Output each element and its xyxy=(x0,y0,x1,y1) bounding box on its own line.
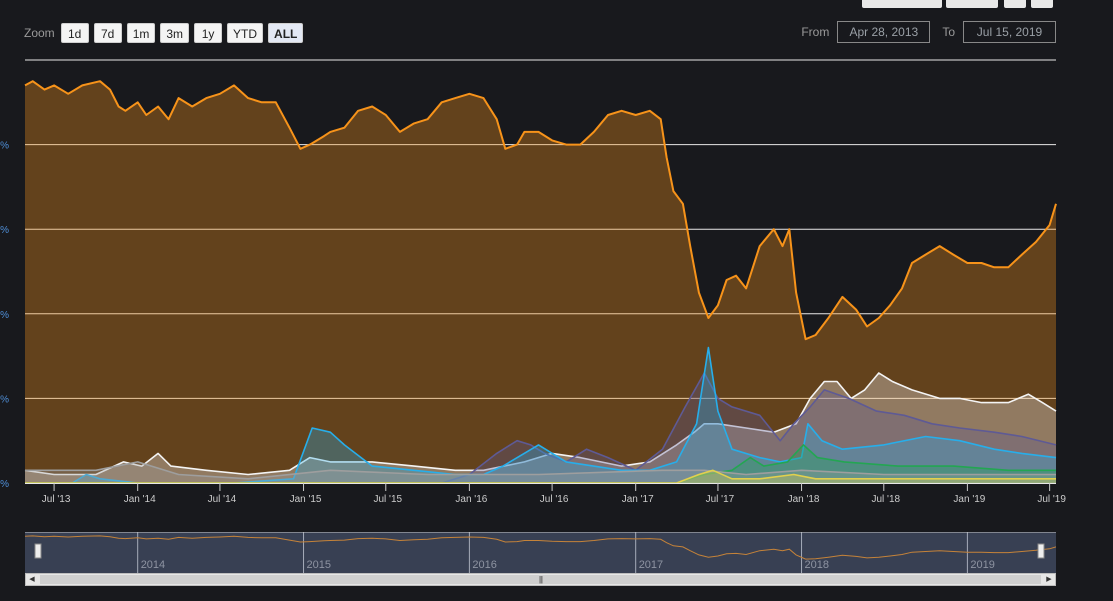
navigator[interactable]: 2014 2015 2016 2017 2018 2019 xyxy=(25,532,1056,574)
y-tick-label-2: 0% xyxy=(0,310,9,321)
x-tick-label-4: Jul '15 xyxy=(373,494,402,505)
zoom-button-1d[interactable]: 1d xyxy=(60,23,89,43)
menu-icon[interactable] xyxy=(1031,0,1053,8)
zoom-button-1m[interactable]: 1m xyxy=(126,23,156,43)
navigator-background xyxy=(25,532,1056,574)
zoom-button-ytd[interactable]: YTD xyxy=(227,23,264,43)
series-line-0[interactable] xyxy=(24,80,1057,341)
series-line-5[interactable] xyxy=(25,461,1056,480)
zoom-label: Zoom xyxy=(24,26,55,40)
x-tick-label-6: Jul '16 xyxy=(540,494,569,505)
zoom-button-1y[interactable]: 1y xyxy=(194,23,223,43)
zoom-button-all[interactable]: ALL xyxy=(268,23,304,43)
series-area-6 xyxy=(25,470,1056,483)
x-tick-label-9: Jan '18 xyxy=(788,494,820,505)
series-line-3[interactable] xyxy=(25,346,1057,484)
scrollbar-thumb[interactable]: ||| xyxy=(40,575,1041,584)
x-tick-label-10: Jul '18 xyxy=(871,494,900,505)
navigator-year-label-2: 2016 xyxy=(472,559,496,571)
export-menu-button[interactable] xyxy=(946,0,998,8)
zoom-button-3m[interactable]: 3m xyxy=(160,23,190,43)
x-tick-label-12: Jul '19 xyxy=(1037,494,1066,505)
x-tick-label-5: Jan '16 xyxy=(455,494,487,505)
navigator-year-label-0: 2014 xyxy=(141,559,165,571)
navigator-mask xyxy=(25,532,1056,574)
x-tick-label-1: Jan '14 xyxy=(124,494,156,505)
navigator-series-line xyxy=(25,535,1056,560)
date-range-selector: From Apr 28, 2013 To Jul 15, 2019 xyxy=(801,21,1056,43)
x-tick-label-3: Jan '15 xyxy=(290,494,322,505)
y-tick-label-0: 0% xyxy=(0,479,9,490)
series-area-2 xyxy=(25,373,1056,483)
x-tick-label-11: Jan '19 xyxy=(953,494,985,505)
to-date-input[interactable]: Jul 15, 2019 xyxy=(963,21,1056,43)
from-label: From xyxy=(801,25,830,39)
scroll-right-arrow-icon[interactable]: ▶ xyxy=(1046,576,1052,583)
navigator-year-label-1: 2015 xyxy=(307,559,331,571)
y-tick-label-1: 0% xyxy=(0,394,9,405)
series-line-1[interactable] xyxy=(24,372,1057,476)
series-area-4 xyxy=(25,444,1056,483)
x-tick-label-2: Jul '14 xyxy=(208,494,237,505)
navigator-year-label-4: 2018 xyxy=(805,559,829,571)
navigator-year-label-3: 2017 xyxy=(639,559,663,571)
x-tick-label-7: Jan '17 xyxy=(622,494,654,505)
y-tick-label-4: 0% xyxy=(0,141,9,152)
scrollbar-grip-icon: ||| xyxy=(538,575,543,584)
x-axis: Jul '13 Jan '14 Jul '14 Jan '15 Jul '15 Jan '… xyxy=(25,483,1066,505)
series-area-1 xyxy=(25,373,1056,483)
series-line-4[interactable] xyxy=(25,444,1056,484)
from-date-input[interactable]: Apr 28, 2013 xyxy=(837,21,931,43)
zoom-button-7d[interactable]: 7d xyxy=(93,23,122,43)
scroll-left-arrow-icon[interactable]: ◀ xyxy=(29,576,35,583)
navigator-left-handle[interactable] xyxy=(34,543,42,559)
series-area-3 xyxy=(25,347,1056,483)
scrollbar[interactable]: ◀ ||| ▶ xyxy=(25,573,1056,586)
series-layer xyxy=(24,80,1057,484)
fullscreen-icon[interactable] xyxy=(1004,0,1026,8)
series-area-5 xyxy=(25,461,1056,483)
x-tick-label-0: Jul '13 xyxy=(42,494,71,505)
y-tick-label-3: 0% xyxy=(0,225,9,236)
export-button[interactable] xyxy=(862,0,942,8)
series-line-2[interactable] xyxy=(25,372,1057,484)
series-area-0 xyxy=(25,81,1056,483)
navigator-right-handle[interactable] xyxy=(1037,543,1045,559)
zoom-selector: Zoom 1d 7d 1m 3m 1y YTD ALL xyxy=(24,22,308,44)
series-line-6[interactable] xyxy=(25,469,1056,484)
x-tick-label-8: Jul '17 xyxy=(706,494,735,505)
y-axis: 0% 0% 0% 0% 0% xyxy=(0,141,9,490)
to-label: To xyxy=(942,25,955,39)
navigator-year-label-5: 2019 xyxy=(970,559,994,571)
